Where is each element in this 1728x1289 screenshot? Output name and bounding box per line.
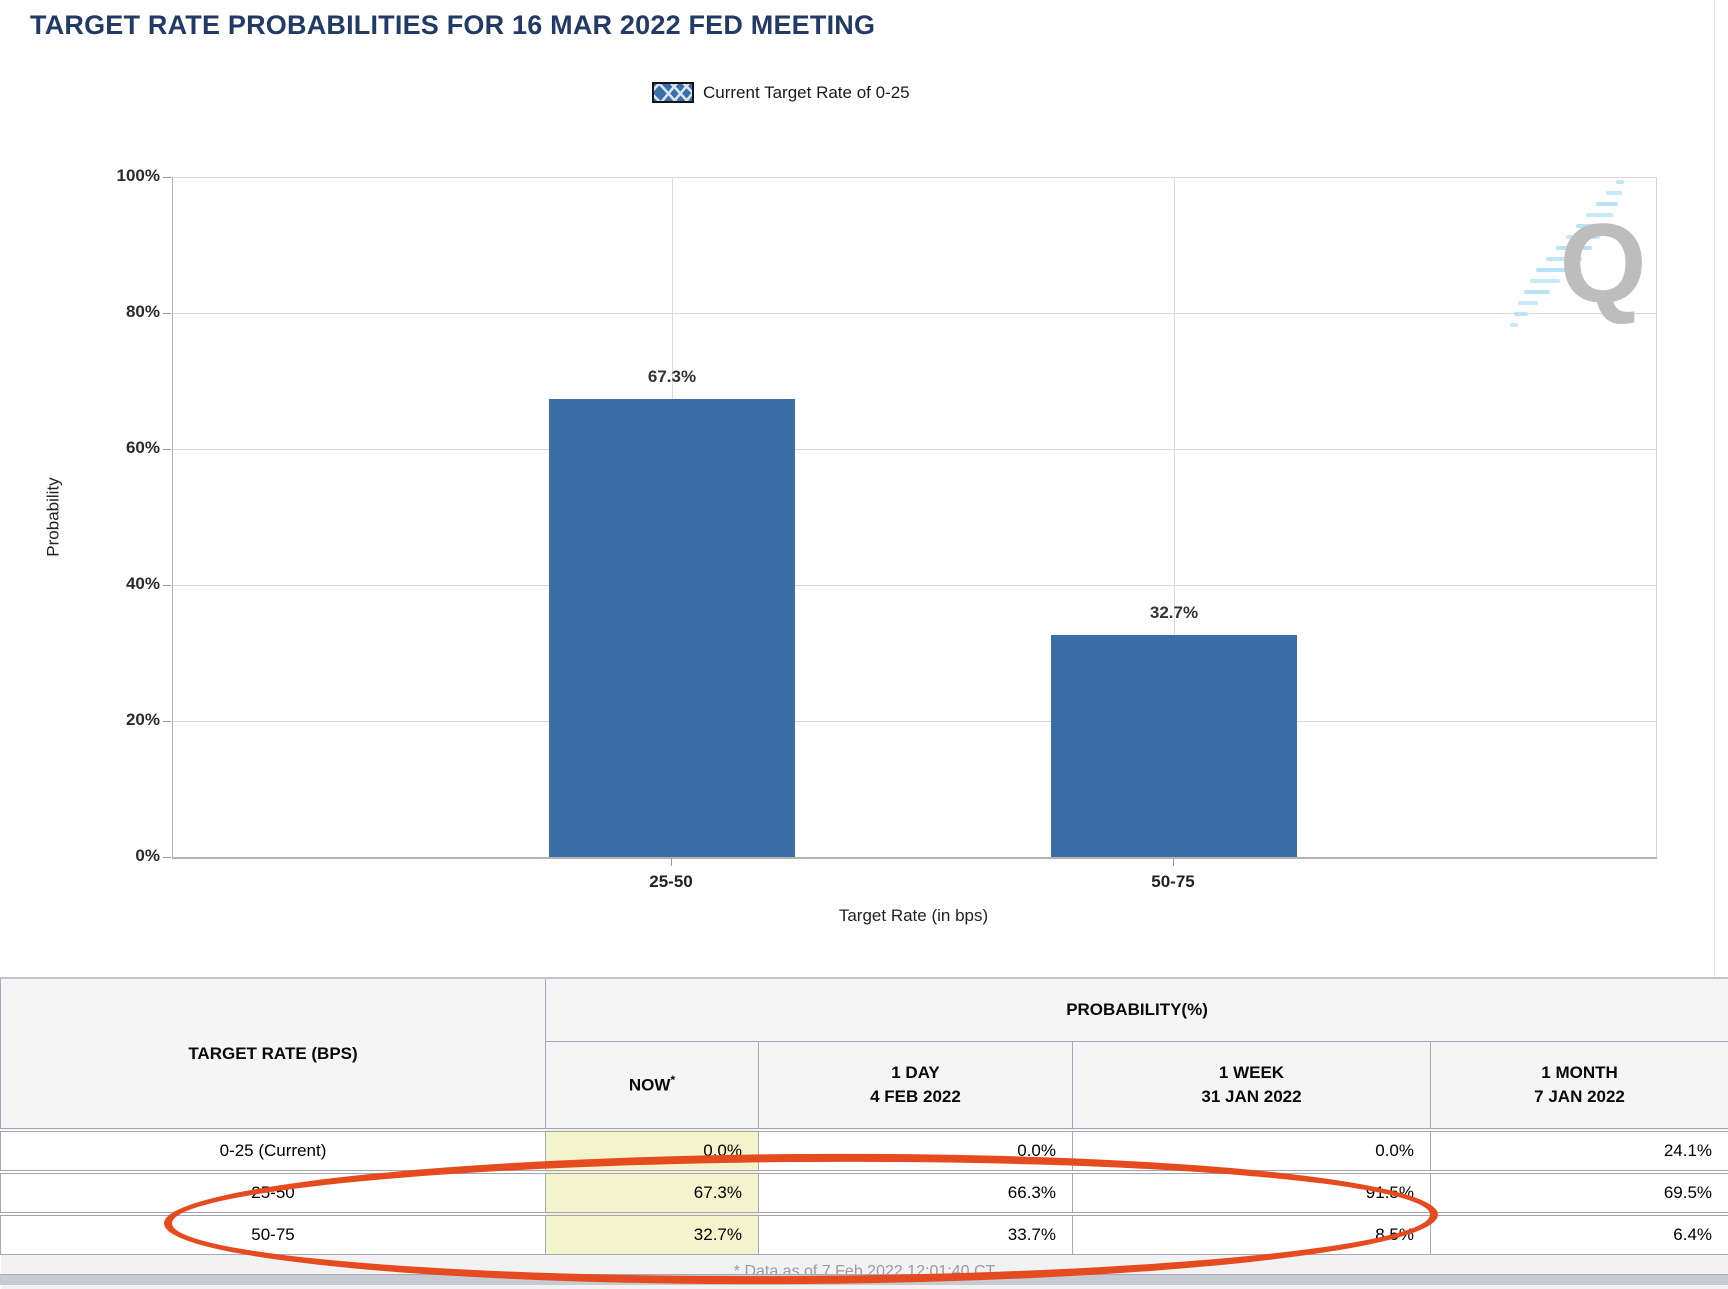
rate-label: 50-75 bbox=[1, 1214, 546, 1255]
1-week-value: 8.5% bbox=[1073, 1214, 1431, 1255]
y-tick-mark bbox=[163, 585, 171, 586]
gridline bbox=[173, 449, 1656, 450]
x-tick-mark bbox=[1173, 858, 1174, 866]
rate-label: 0-25 (Current) bbox=[1, 1130, 546, 1172]
legend-swatch-crosshatch-icon bbox=[652, 82, 694, 103]
bottom-band bbox=[0, 1274, 1728, 1285]
x-axis-title: Target Rate (in bps) bbox=[172, 906, 1655, 926]
y-tick-label: 0% bbox=[60, 846, 160, 866]
y-tick-mark bbox=[163, 857, 171, 858]
1-week-value: 0.0% bbox=[1073, 1130, 1431, 1172]
chart-legend: Current Target Rate of 0-25 bbox=[652, 82, 910, 103]
x-tick-label: 50-75 bbox=[1050, 872, 1296, 892]
y-tick-mark bbox=[163, 177, 171, 178]
page-title: TARGET RATE PROBABILITIES FOR 16 MAR 202… bbox=[30, 10, 875, 41]
gridline bbox=[173, 721, 1656, 722]
bar-25-50 bbox=[549, 399, 795, 857]
legend-label: Current Target Rate of 0-25 bbox=[703, 83, 910, 103]
now-value: 32.7% bbox=[546, 1214, 759, 1255]
y-tick-label: 100% bbox=[60, 166, 160, 186]
rate-label: 25-50 bbox=[1, 1172, 546, 1214]
1-week-value: 91.5% bbox=[1073, 1172, 1431, 1214]
bar-value-label: 67.3% bbox=[549, 367, 795, 387]
gridline bbox=[173, 313, 1656, 314]
y-tick-mark bbox=[163, 313, 171, 314]
now-value: 67.3% bbox=[546, 1172, 759, 1214]
gridline bbox=[173, 585, 1656, 586]
col-group-header-probability: PROBABILITY(%) bbox=[546, 978, 1728, 1042]
now-asterisk: * bbox=[670, 1073, 675, 1087]
bar-value-label: 32.7% bbox=[1051, 603, 1297, 623]
probability-table: TARGET RATE (BPS) PROBABILITY(%) NOW* 1 … bbox=[0, 977, 1728, 1289]
1-month-value: 69.5% bbox=[1431, 1172, 1728, 1214]
table-row-25-50: 25-50 67.3% 66.3% 91.5% 69.5% bbox=[1, 1172, 1728, 1214]
table-row-0-25: 0-25 (Current) 0.0% 0.0% 0.0% 24.1% bbox=[1, 1130, 1728, 1172]
col-header-now: NOW* bbox=[546, 1042, 759, 1131]
y-axis-title: Probability bbox=[44, 477, 64, 556]
now-value: 0.0% bbox=[546, 1130, 759, 1172]
quikstrike-watermark-icon: Q bbox=[1488, 176, 1663, 341]
y-tick-mark bbox=[163, 721, 171, 722]
x-tick-mark bbox=[671, 858, 672, 866]
chart-panel-right-border bbox=[1714, 0, 1715, 977]
1-day-value: 66.3% bbox=[759, 1172, 1073, 1214]
y-tick-label: 80% bbox=[60, 302, 160, 322]
y-tick-label: 20% bbox=[60, 710, 160, 730]
x-tick-label: 25-50 bbox=[548, 872, 794, 892]
1-day-value: 0.0% bbox=[759, 1130, 1073, 1172]
y-tick-label: 40% bbox=[60, 574, 160, 594]
table-row-50-75: 50-75 32.7% 33.7% 8.5% 6.4% bbox=[1, 1214, 1728, 1255]
bar-50-75 bbox=[1051, 635, 1297, 857]
x-axis-line bbox=[172, 857, 1657, 859]
1-month-value: 24.1% bbox=[1431, 1130, 1728, 1172]
col-header-target-rate: TARGET RATE (BPS) bbox=[1, 978, 546, 1130]
plot-area: 67.3% 32.7% bbox=[172, 177, 1657, 857]
1-day-value: 33.7% bbox=[759, 1214, 1073, 1255]
watermark-letter: Q bbox=[1559, 201, 1646, 326]
1-month-value: 6.4% bbox=[1431, 1214, 1728, 1255]
gridline bbox=[173, 177, 1656, 178]
y-tick-label: 60% bbox=[60, 438, 160, 458]
y-tick-mark bbox=[163, 449, 171, 450]
